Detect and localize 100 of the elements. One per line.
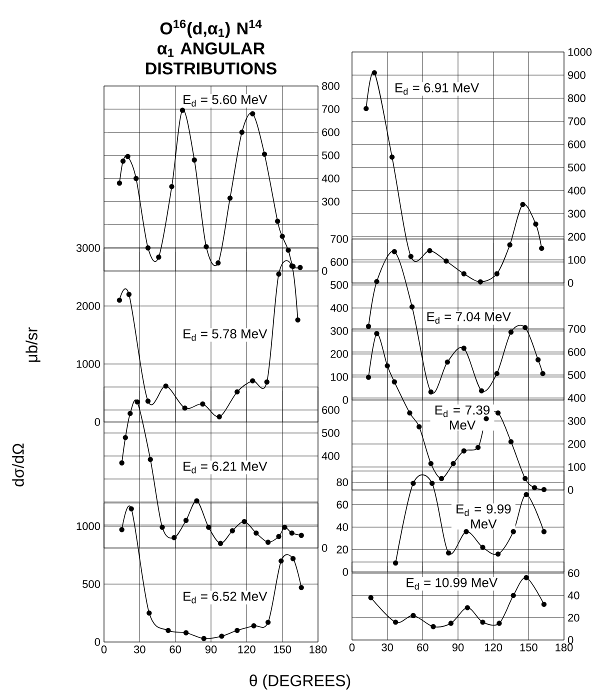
y2-tick-label: 300 (568, 210, 586, 218)
point (475, 444, 481, 450)
point (374, 278, 380, 284)
point (265, 620, 271, 625)
point (461, 271, 466, 276)
point (122, 434, 128, 440)
point (134, 176, 139, 182)
point (446, 550, 452, 556)
y2-tick-label: 300 (322, 198, 340, 206)
y2-tick-label: 40 (568, 592, 580, 600)
point (510, 529, 516, 534)
point (535, 357, 541, 362)
y2-tick-label: 100 (568, 463, 586, 471)
point (533, 221, 538, 227)
y-tick-label: 2000 (76, 302, 100, 310)
point (409, 304, 415, 310)
y-axis-title: dσ/dΩ (12, 444, 24, 486)
annotation: E$_{d}$ = 6.91 MeV (396, 83, 480, 95)
point (227, 196, 233, 201)
x-axis-title: θ (DEGREES) (250, 674, 350, 690)
point (166, 628, 171, 634)
point (116, 180, 122, 186)
point (366, 374, 372, 380)
y2-tick-label: 500 (568, 371, 586, 379)
y-tick-label: 40 (336, 523, 348, 532)
y-tick-label: 300 (330, 327, 348, 335)
x-tick-label: 120 (238, 646, 256, 654)
point (408, 254, 414, 260)
point (276, 534, 282, 540)
y-tick-label: 0 (342, 396, 348, 404)
point (541, 529, 547, 534)
y2-tick-label: 20 (568, 614, 580, 622)
point (374, 331, 380, 336)
point (508, 330, 514, 335)
point (200, 401, 206, 407)
point (541, 602, 547, 607)
y2-tick-label: 0 (322, 544, 328, 552)
y-tick-label: 0 (342, 568, 348, 576)
y-tick-label: 0 (94, 418, 100, 426)
point (448, 620, 454, 626)
point (183, 630, 189, 636)
point (119, 460, 124, 466)
point (461, 346, 466, 351)
point (298, 532, 304, 538)
point (219, 634, 224, 639)
y-tick-label: 100 (330, 373, 348, 381)
annotation: E$_{d}$ = 6.52 MeV (184, 592, 268, 604)
y2-tick-label: 800 (568, 94, 586, 102)
point (265, 540, 271, 545)
point (264, 379, 270, 385)
point (216, 260, 221, 266)
point (128, 506, 134, 512)
point (410, 612, 416, 618)
point (125, 154, 130, 160)
y2-tick-label: 0 (322, 267, 328, 275)
point (524, 575, 529, 580)
y2-tick-label: 800 (322, 82, 340, 90)
point (461, 448, 466, 454)
x-tick-label: 60 (170, 646, 182, 654)
point (524, 492, 529, 498)
x-tick-label: 30 (134, 646, 146, 654)
point (295, 317, 300, 323)
point (239, 130, 245, 135)
annotation: E$_{d}$ = 7.39 MeV (435, 405, 490, 430)
x-tick-label: 180 (310, 646, 327, 654)
x-tick-label: 180 (556, 644, 573, 652)
y-tick-label: 500 (330, 281, 348, 289)
y2-tick-label: 100 (568, 256, 586, 264)
point (276, 271, 282, 277)
point (146, 610, 152, 616)
x-tick-label: 150 (274, 646, 292, 654)
point (234, 628, 240, 634)
annotation: E$_{d}$ = 10.99 MeV (406, 578, 498, 590)
point (430, 624, 436, 630)
y2-tick-label: 400 (568, 186, 586, 194)
point (407, 410, 412, 416)
point (478, 388, 484, 394)
y2-tick-label: 700 (568, 325, 586, 333)
y2-tick-label: 500 (322, 429, 340, 437)
point (392, 620, 398, 625)
y2-tick-label: 400 (568, 394, 586, 402)
point (278, 558, 284, 564)
point (450, 460, 456, 466)
point (480, 620, 486, 625)
y-tick-label: 20 (336, 546, 348, 554)
y2-tick-label: 0 (568, 636, 574, 644)
point (478, 279, 483, 284)
point (289, 530, 294, 536)
y2-tick-label: 700 (568, 117, 586, 126)
point (230, 528, 236, 534)
y-tick-label: 60 (336, 500, 348, 509)
y2-tick-label: 600 (568, 140, 586, 148)
point (280, 234, 285, 239)
point (438, 476, 444, 482)
y-tick-label: 400 (330, 304, 348, 312)
point (495, 410, 501, 416)
y-axis-title: μb/sr (26, 327, 40, 362)
y2-tick-label: 600 (322, 406, 340, 414)
point (251, 623, 256, 628)
point (507, 242, 512, 248)
